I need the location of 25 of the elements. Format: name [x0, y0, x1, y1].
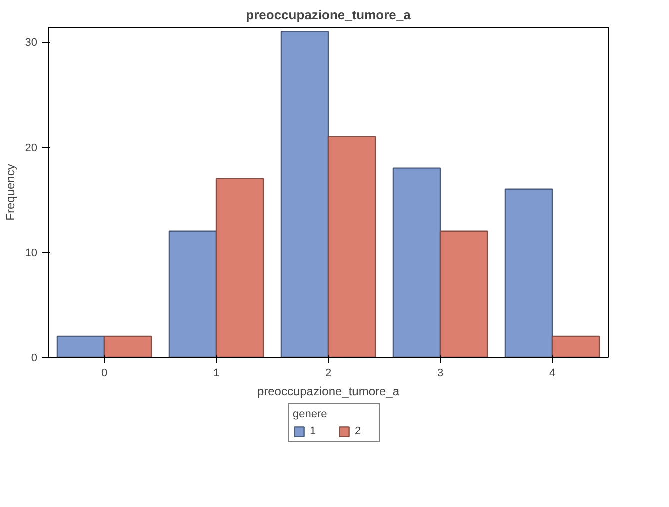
x-tick-label: 2 [325, 368, 332, 380]
bar [440, 230, 488, 358]
x-tick-label: 1 [213, 368, 220, 380]
y-tick-label: 20 [25, 142, 38, 154]
x-tick-label: 0 [101, 368, 108, 380]
bar [552, 336, 600, 358]
legend-title: genere [293, 408, 328, 420]
bar [328, 136, 376, 358]
bar [216, 178, 264, 358]
bar [280, 31, 330, 358]
legend-label: 2 [355, 426, 362, 438]
x-tick-label: 3 [437, 368, 444, 380]
bar [104, 336, 152, 358]
y-axis-title: Frequency [3, 164, 18, 221]
y-tick-label: 10 [25, 247, 38, 260]
y-tick-label: 30 [25, 37, 38, 50]
y-tick-label: 0 [31, 352, 38, 364]
bar [504, 188, 554, 358]
bar [392, 168, 442, 358]
x-axis-title: preoccupazione_tumore_a [257, 384, 400, 398]
x-tick-label: 4 [549, 368, 556, 380]
chart-title: preoccupazione_tumore_a [246, 8, 412, 22]
legend-label: 1 [310, 426, 318, 438]
bar [56, 336, 106, 358]
bar [168, 230, 218, 358]
